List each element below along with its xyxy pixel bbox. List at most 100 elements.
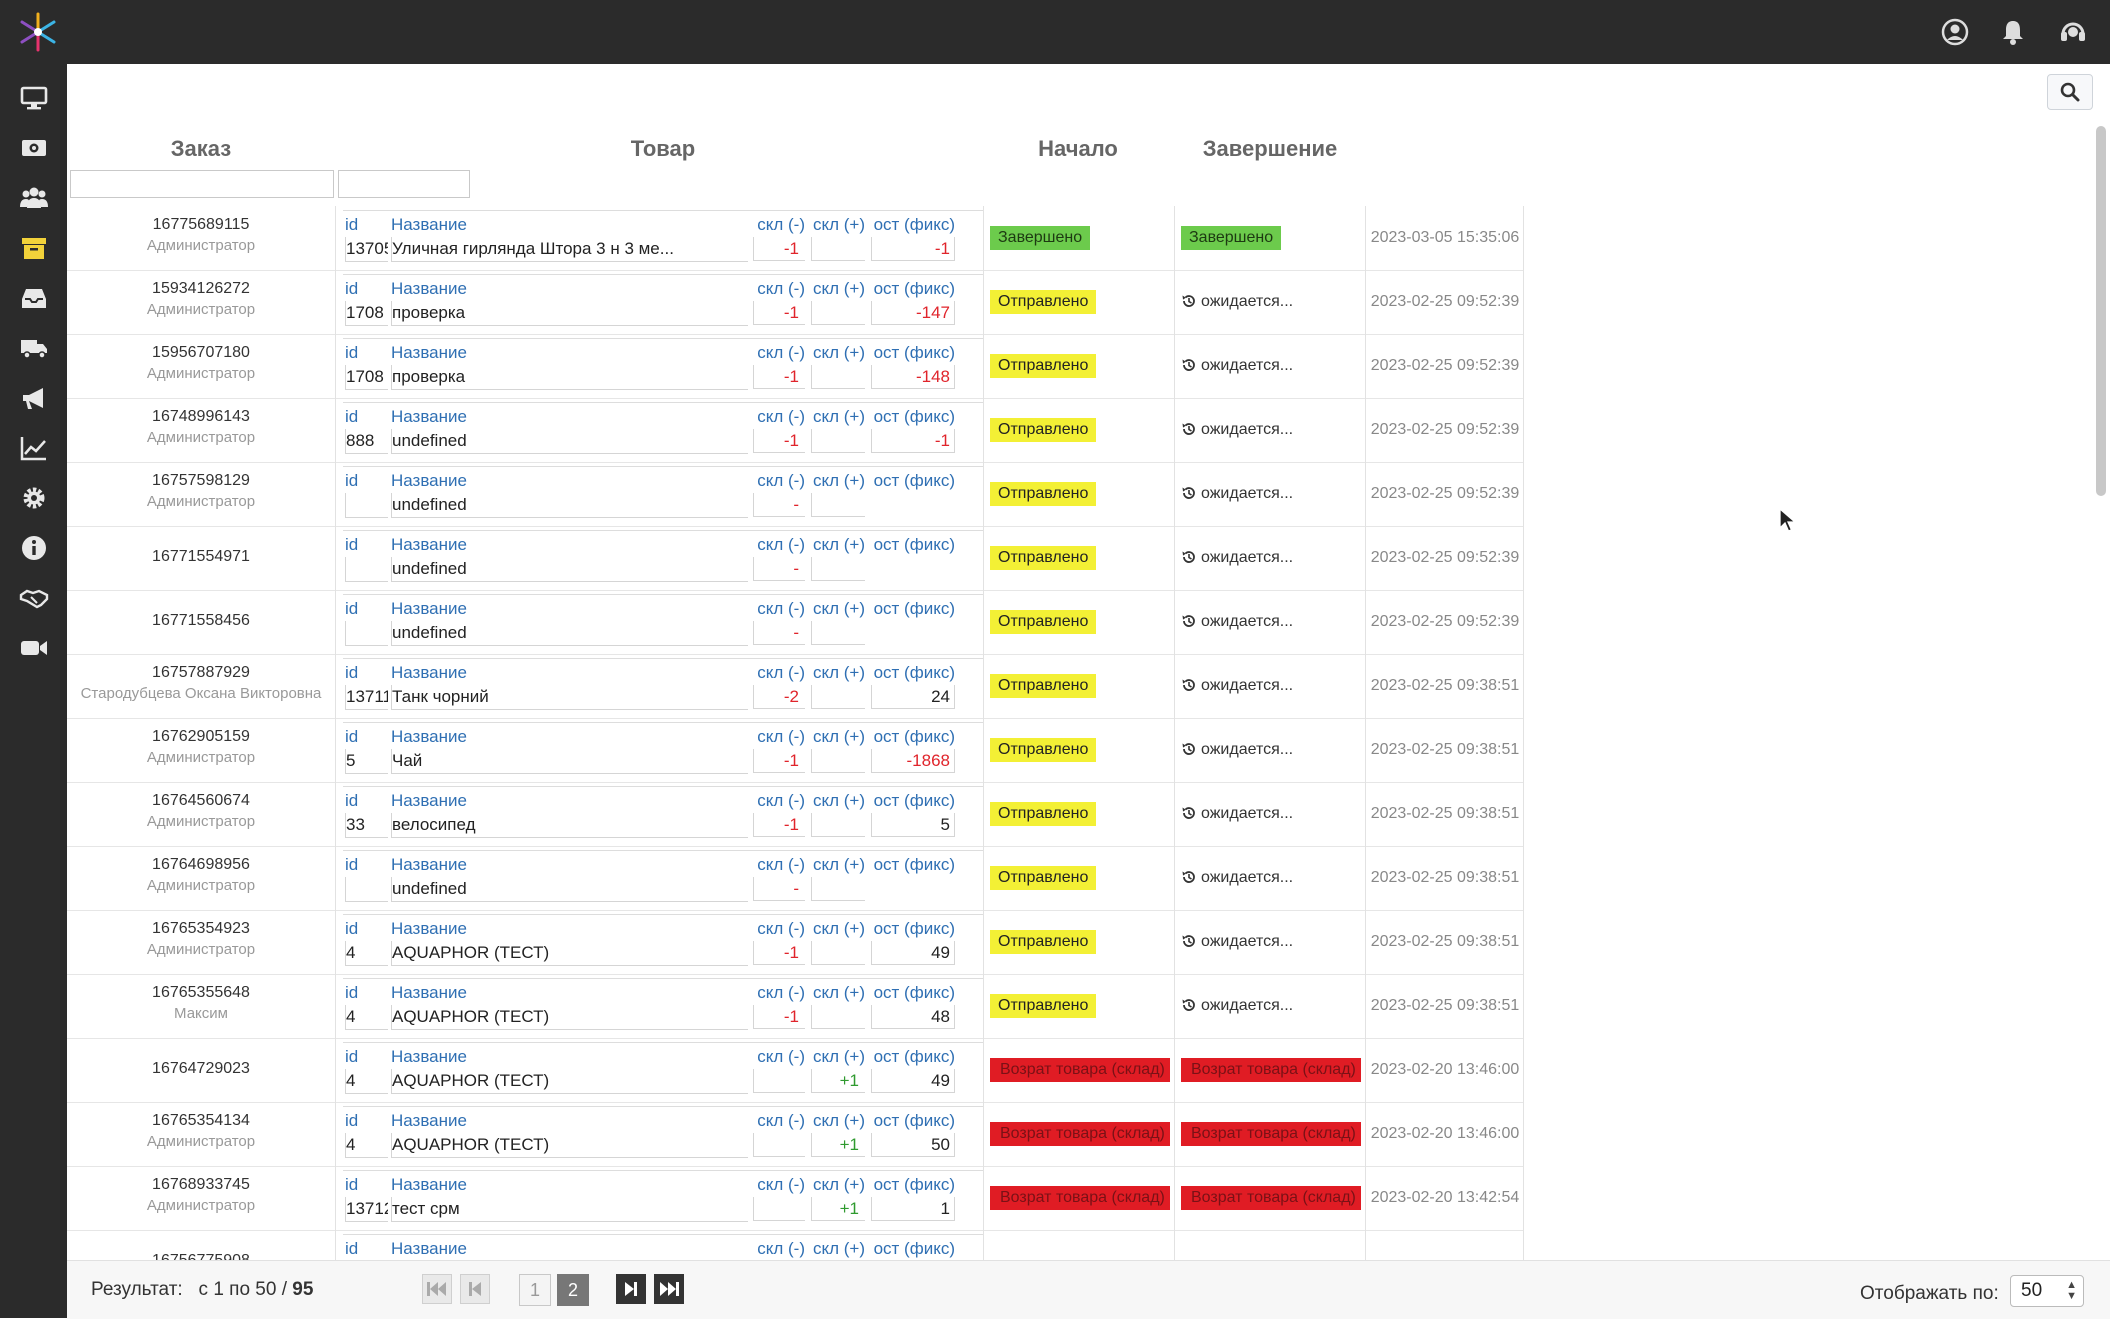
product-name: Чай: [391, 749, 748, 774]
sidebar-item-inbox[interactable]: [18, 282, 50, 314]
order-id[interactable]: 16764729023: [152, 1060, 250, 1077]
product-name: тест срм: [391, 1197, 748, 1222]
status-waiting-text: ожидается...: [1201, 869, 1294, 886]
order-user: Администратор: [146, 941, 256, 958]
table-row[interactable]: 15956707180 Администратор id Название ск…: [67, 334, 1524, 399]
order-id[interactable]: 16768933745: [152, 1176, 250, 1193]
table-row[interactable]: 16757887929 Стародубцева Оксана Викторов…: [67, 654, 1524, 719]
table-row[interactable]: 16768933745 Администратор id Название ск…: [67, 1166, 1524, 1231]
sidebar-item-analytics[interactable]: [18, 432, 50, 464]
order-id[interactable]: 15956707180: [152, 344, 250, 361]
vertical-scrollbar[interactable]: [2096, 126, 2106, 496]
status-waiting-text: ожидается...: [1201, 933, 1294, 950]
user-circle-icon[interactable]: [1940, 17, 1970, 47]
mini-header-name: Название: [391, 791, 467, 810]
status-waiting: ожидается...: [1181, 546, 1293, 570]
last-page-button[interactable]: [654, 1274, 684, 1304]
start-cell: Отправлено: [983, 462, 1175, 526]
table-row[interactable]: 16764729023 id Название скл (-) скл (+) …: [67, 1038, 1524, 1103]
order-id[interactable]: 16757887929: [152, 664, 250, 681]
sidebar-item-clients[interactable]: [18, 182, 50, 214]
mini-header-skl-plus: скл (+): [812, 471, 865, 490]
start-cell: Отправлено: [983, 398, 1175, 462]
table-row[interactable]: 16757598129 Администратор id Название ск…: [67, 462, 1524, 527]
sidebar-item-delivery[interactable]: [18, 332, 50, 364]
table-row[interactable]: 16765354923 Администратор id Название ск…: [67, 910, 1524, 975]
order-id[interactable]: 16764560674: [152, 792, 250, 809]
video-icon: [21, 641, 47, 655]
table-row[interactable]: 15934126272 Администратор id Название ск…: [67, 270, 1524, 335]
sidebar-item-finance[interactable]: [18, 132, 50, 164]
end-cell: Возрат товара (склад): [1175, 1102, 1366, 1166]
column-header-product[interactable]: Товар: [630, 136, 696, 161]
app-logo[interactable]: [16, 10, 60, 54]
order-id[interactable]: 16757598129: [152, 472, 250, 489]
mini-header-skl-minus: скл (-): [757, 599, 805, 618]
column-header-end[interactable]: Завершение: [1202, 136, 1338, 161]
order-id[interactable]: 16771554971: [152, 548, 250, 565]
prev-page-button[interactable]: [460, 1274, 490, 1304]
search-button[interactable]: [2047, 74, 2093, 110]
status-badge-sent: Отправлено: [990, 290, 1097, 314]
sidebar-item-settings[interactable]: [18, 482, 50, 514]
table-row[interactable]: 16748996143 Администратор id Название ск…: [67, 398, 1524, 463]
table-row[interactable]: 16764560674 Администратор id Название ск…: [67, 782, 1524, 847]
status-waiting: ожидается...: [1181, 354, 1293, 378]
start-cell: Завершено: [983, 206, 1175, 270]
order-id[interactable]: 15934126272: [152, 280, 250, 297]
order-id[interactable]: 16756775908: [67, 1252, 335, 1260]
start-cell: Отправлено: [983, 974, 1175, 1038]
product-mini-table: id Название скл (-) скл (+) ост (фикс) 8…: [343, 402, 983, 457]
order-id[interactable]: 16748996143: [152, 408, 250, 425]
product-name: Уличная гирлянда Штора 3 н 3 ме...: [391, 237, 748, 262]
product-skl-plus: [811, 365, 865, 389]
product-mini-table: id Название скл (-) скл (+) ост (фикс) u…: [343, 850, 983, 905]
page-1-button[interactable]: 1: [519, 1274, 551, 1306]
mini-header-name: Название: [391, 1047, 467, 1066]
column-header-start[interactable]: Начало: [1038, 136, 1118, 161]
column-header-order[interactable]: Заказ: [170, 136, 232, 161]
order-id[interactable]: 16775689115: [152, 216, 250, 233]
table-row[interactable]: 16771554971 id Название скл (-) скл (+) …: [67, 526, 1524, 591]
product-mini-table: id Название скл (-) скл (+) ост (фикс) 4…: [343, 1042, 983, 1097]
table-row[interactable]: 16775689115 Администратор id Название ск…: [67, 206, 1524, 271]
info-icon: [22, 536, 46, 560]
mini-header-skl-minus: скл (-): [757, 791, 805, 810]
table-row[interactable]: 16756775908 id Название скл (-) скл (+) …: [67, 1230, 1524, 1260]
mini-header-name: Название: [391, 343, 467, 362]
next-page-button[interactable]: [616, 1274, 646, 1304]
table-row[interactable]: 16765355648 Максим id Название скл (-) с…: [67, 974, 1524, 1039]
order-id[interactable]: 16765355648: [152, 984, 250, 1001]
sidebar-item-info[interactable]: [18, 532, 50, 564]
start-cell: Возрат товара (склад): [983, 1102, 1175, 1166]
order-id[interactable]: 16765354134: [152, 1112, 250, 1129]
per-page-select[interactable]: 50 ▲ ▼: [2010, 1275, 2084, 1307]
table-row[interactable]: 16765354134 Администратор id Название ск…: [67, 1102, 1524, 1167]
mini-header-ost: ост (фикс): [873, 983, 955, 1002]
headset-icon[interactable]: [2058, 17, 2088, 47]
first-page-button[interactable]: [422, 1274, 452, 1304]
page-2-button[interactable]: 2: [557, 1274, 589, 1306]
end-cell: ожидается...: [1175, 782, 1366, 846]
table-row[interactable]: 16771558456 id Название скл (-) скл (+) …: [67, 590, 1524, 655]
sidebar-item-video[interactable]: [18, 632, 50, 664]
product-filter-input[interactable]: [338, 170, 470, 198]
bell-icon[interactable]: [1998, 17, 2028, 47]
product-ost: -1: [871, 237, 955, 261]
order-id[interactable]: 16765354923: [152, 920, 250, 937]
order-id[interactable]: 16771558456: [152, 612, 250, 629]
product-skl-plus: [811, 429, 865, 453]
order-id[interactable]: 16762905159: [152, 728, 250, 745]
sidebar-item-warehouse[interactable]: [18, 232, 50, 264]
sidebar-item-marketing[interactable]: [18, 382, 50, 414]
sidebar-item-desktop[interactable]: [18, 82, 50, 114]
status-badge-return: Возрат товара (склад): [1181, 1122, 1361, 1146]
order-user: Администратор: [146, 1197, 256, 1214]
start-cell: Отправлено: [983, 526, 1175, 590]
table-row[interactable]: 16764698956 Администратор id Название ск…: [67, 846, 1524, 911]
order-id[interactable]: 16764698956: [152, 856, 250, 873]
order-filter-input[interactable]: [70, 170, 334, 198]
sidebar-item-partners[interactable]: [18, 582, 50, 614]
table-row[interactable]: 16762905159 Администратор id Название ск…: [67, 718, 1524, 783]
date-cell: 2023-02-25 09:52:39: [1367, 462, 1524, 526]
